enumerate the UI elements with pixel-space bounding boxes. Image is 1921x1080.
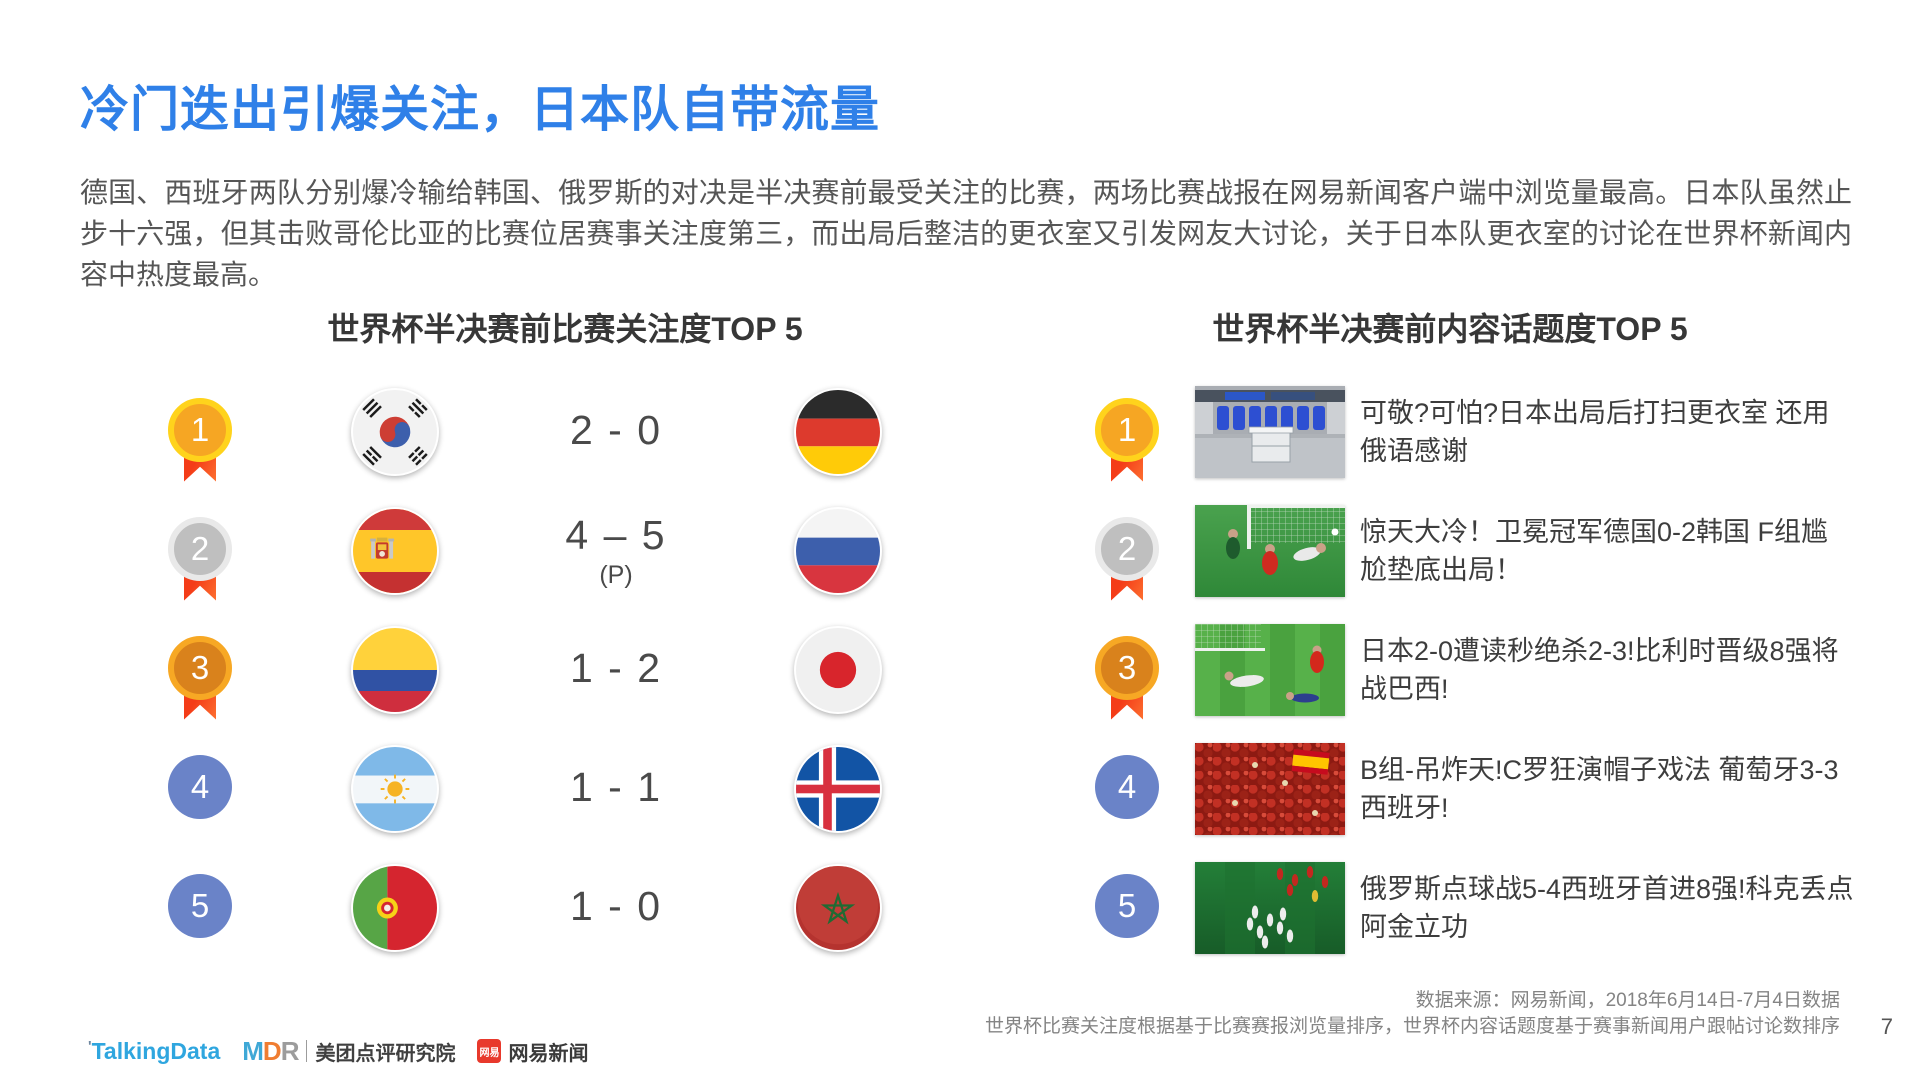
match-row: 2 4 – 5 (P)	[130, 491, 930, 610]
rank-number: 3	[1117, 648, 1137, 686]
netease-news-logo: 网易 网易新闻	[477, 1037, 588, 1066]
rank-number: 2	[190, 529, 210, 567]
rank-3-medal-icon: 3	[1095, 635, 1159, 720]
germany-korea-match-photo	[1195, 504, 1345, 597]
rank-5-badge-icon: 5	[168, 873, 232, 938]
rank-4-badge-icon: 4	[168, 754, 232, 819]
score-text: 1 - 0	[569, 882, 663, 929]
rank-number: 1	[190, 410, 210, 448]
news-row: 3 日本2-0遭读秒绝杀2-3!比利时晋级8强将战巴西!	[1090, 610, 1860, 729]
talkingdata-logo: 'TalkingData	[88, 1037, 221, 1064]
japan-belgium-match-photo	[1195, 623, 1345, 716]
score-note	[510, 694, 722, 695]
page-number: 7	[1880, 1014, 1893, 1039]
news-headline: 日本2-0遭读秒绝杀2-3!比利时晋级8强将战巴西!	[1360, 635, 1839, 704]
score-note	[510, 932, 722, 933]
news-row: 1 可敬?可怕?日本	[1090, 372, 1860, 491]
score-text: 1 - 2	[569, 644, 663, 691]
spain-flag-icon	[351, 506, 439, 595]
mdr-name: 美团点评研究院	[315, 1042, 456, 1065]
rank-number: 5	[1117, 886, 1137, 924]
match-row: 3 1 - 2	[130, 610, 930, 729]
colombia-flag-icon	[351, 625, 439, 714]
russia-spain-match-photo	[1195, 861, 1345, 954]
talkingdata-tick: '	[88, 1037, 92, 1055]
logo-divider	[306, 1040, 308, 1062]
japan-flag-icon	[794, 625, 882, 714]
portugal-spain-fans-photo	[1195, 742, 1345, 835]
iceland-flag-icon	[794, 744, 882, 833]
news-headline: 可敬?可怕?日本出局后打扫更衣室 还用俄语感谢	[1360, 397, 1830, 466]
portugal-flag-icon	[351, 863, 439, 952]
match-score: 2 - 0	[510, 407, 722, 457]
news-headline: 俄罗斯点球战5-4西班牙首进8强!科克丢点阿金立功	[1360, 873, 1854, 942]
netease-icon: 网易	[477, 1039, 502, 1063]
rank-1-medal-icon: 1	[168, 397, 232, 482]
intro-paragraph: 德国、西班牙两队分别爆冷输给韩国、俄罗斯的对决是半决赛前最受关注的比赛，两场比赛…	[80, 177, 1852, 290]
rank-number: 3	[190, 648, 210, 686]
rank-number: 1	[1117, 410, 1137, 448]
score-text: 2 - 0	[569, 406, 663, 453]
news-row: 4	[1090, 729, 1860, 848]
rank-number: 5	[190, 886, 210, 924]
rank-5-badge-icon: 5	[1095, 873, 1159, 938]
news-row: 2 惊天大冷！卫冕冠军德国0-2韩国	[1090, 491, 1860, 610]
meituan-dianping-research-logo: MDR 美团点评研究院	[242, 1036, 455, 1067]
ranking-method-line: 世界杯比赛关注度根据基于比赛赛报浏览量排序，世界杯内容话题度基于赛事新闻用户跟帖…	[984, 1016, 1840, 1037]
argentina-flag-icon	[351, 744, 439, 833]
news-headline: 惊天大冷！卫冕冠军德国0-2韩国 F组尴尬垫底出局！	[1360, 516, 1829, 585]
netease-name: 网易新闻	[508, 1042, 589, 1065]
rank-4-badge-icon: 4	[1095, 754, 1159, 819]
score-text: 1 - 1	[569, 763, 663, 810]
rank-2-medal-icon: 2	[168, 516, 232, 601]
score-text: 4 – 5	[565, 511, 667, 558]
rank-number: 4	[1117, 767, 1137, 805]
rank-2-medal-icon: 2	[1095, 516, 1159, 601]
south-korea-flag-icon	[351, 387, 439, 476]
match-score: 1 - 0	[510, 883, 722, 933]
russia-flag-icon	[794, 506, 882, 595]
locker-room-photo	[1195, 385, 1345, 478]
match-score: 4 – 5 (P)	[510, 512, 722, 590]
rank-3-medal-icon: 3	[168, 635, 232, 720]
match-attention-list: 1	[130, 372, 930, 967]
mdr-letters: MDR	[242, 1035, 299, 1066]
match-row: 1	[130, 372, 930, 491]
right-panel-title: 世界杯半决赛前内容话题度TOP 5	[1212, 311, 1688, 347]
rank-number: 4	[190, 767, 210, 805]
rank-number: 2	[1117, 529, 1137, 567]
rank-1-medal-icon: 1	[1095, 397, 1159, 482]
data-source-line: 数据来源：网易新闻，2018年6月14日-7月4日数据	[1415, 990, 1840, 1011]
match-score: 1 - 1	[510, 764, 722, 814]
news-row: 5 俄罗斯点球战5-4西班牙首进8	[1090, 848, 1860, 967]
logo-bar: 'TalkingData MDR 美团点评研究院 网易 网易新闻	[88, 1036, 588, 1066]
score-note	[510, 456, 722, 457]
match-row: 4 1 - 1	[130, 729, 930, 848]
morocco-flag-icon	[794, 863, 882, 952]
left-panel-title: 世界杯半决赛前比赛关注度TOP 5	[327, 311, 803, 347]
score-note	[510, 813, 722, 814]
content-topic-list: 1 可敬?可怕?日本	[1090, 372, 1860, 967]
match-row: 5 1 - 0	[130, 848, 930, 967]
page-title: 冷门迭出引爆关注，日本队自带流量	[80, 83, 881, 137]
germany-flag-icon	[794, 387, 882, 476]
news-headline: B组-吊炸天!C罗狂演帽子戏法 葡萄牙3-3西班牙!	[1360, 754, 1839, 823]
score-note-penalties: (P)	[599, 560, 633, 589]
match-score: 1 - 2	[510, 645, 722, 695]
